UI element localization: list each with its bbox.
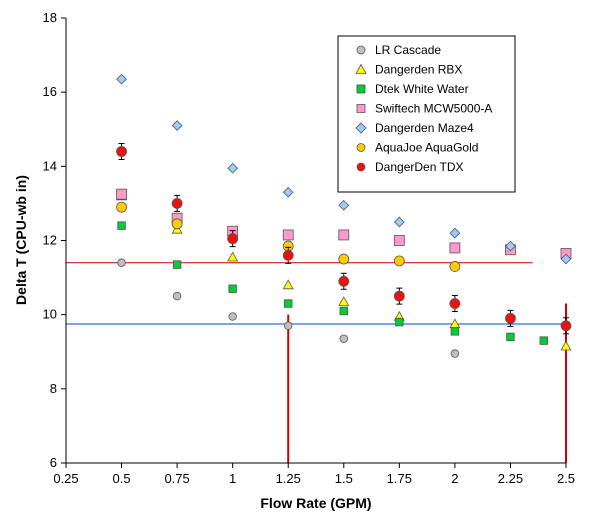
data-point bbox=[505, 240, 516, 252]
x-tick-label: 0.75 bbox=[164, 471, 189, 486]
legend-marker bbox=[356, 143, 366, 152]
legend-marker bbox=[355, 63, 367, 74]
tick-labels: 0.25 0.5 0.75 1 1.25 1.5 1.75 2 2.25 2.5 6 8 10 12 14 1… bbox=[43, 10, 576, 486]
legend-label: Dtek White Water bbox=[375, 82, 469, 96]
data-point bbox=[338, 199, 350, 211]
data-point bbox=[284, 321, 293, 330]
x-tick-label: 2.25 bbox=[498, 471, 523, 486]
data-points bbox=[116, 73, 572, 358]
data-point bbox=[449, 298, 461, 309]
data-point bbox=[172, 260, 182, 269]
data-point bbox=[338, 253, 350, 265]
data-point bbox=[393, 290, 405, 302]
data-point bbox=[282, 249, 294, 261]
data-point bbox=[228, 312, 237, 321]
data-point bbox=[505, 312, 516, 324]
data-point bbox=[116, 201, 127, 213]
data-point bbox=[393, 216, 405, 228]
y-tick-label: 18 bbox=[43, 10, 57, 25]
legend-label: AquaJoe AquaGold bbox=[375, 141, 478, 155]
data-point bbox=[284, 299, 293, 308]
data-point bbox=[172, 291, 182, 301]
data-point bbox=[393, 235, 405, 246]
legend-marker bbox=[356, 162, 366, 172]
data-point bbox=[539, 336, 548, 345]
x-tick-label: 0.5 bbox=[113, 471, 131, 486]
data-point bbox=[171, 198, 183, 209]
data-point bbox=[282, 186, 294, 198]
data-point bbox=[117, 221, 126, 230]
x-tick-label: 1 bbox=[229, 471, 236, 486]
legend-label: Swiftech MCW5000-A bbox=[375, 102, 492, 116]
x-tick-label: 1.75 bbox=[387, 471, 412, 486]
data-point bbox=[506, 332, 515, 342]
data-point bbox=[339, 306, 348, 316]
y-tick-label: 12 bbox=[43, 233, 57, 248]
data-point bbox=[227, 251, 239, 262]
x-tick-label: 0.25 bbox=[53, 471, 78, 486]
legend-box bbox=[337, 35, 516, 193]
legend-marker bbox=[355, 122, 367, 134]
data-point bbox=[449, 261, 461, 272]
x-tick-label: 1.25 bbox=[276, 471, 301, 486]
data-point bbox=[338, 296, 350, 306]
x-axis-title: Flow Rate (GPM) bbox=[260, 495, 371, 511]
legend-label: Dangerden Maze4 bbox=[375, 121, 474, 135]
data-point bbox=[393, 255, 405, 267]
data-point bbox=[338, 229, 350, 241]
y-tick-label: 10 bbox=[43, 307, 57, 322]
data-point bbox=[450, 349, 460, 358]
x-tick-label: 2 bbox=[451, 471, 458, 486]
data-point bbox=[449, 227, 461, 239]
axes bbox=[61, 17, 567, 468]
data-point bbox=[450, 327, 460, 336]
legend-label: LR Cascade bbox=[375, 43, 441, 57]
data-point bbox=[171, 218, 183, 230]
data-point bbox=[282, 229, 294, 241]
data-point bbox=[449, 242, 461, 254]
data-point bbox=[117, 258, 126, 267]
legend-marker bbox=[356, 104, 366, 113]
legend-label: DangerDen TDX bbox=[375, 160, 464, 174]
y-tick-label: 16 bbox=[43, 84, 57, 99]
data-point bbox=[282, 279, 294, 290]
data-point bbox=[228, 284, 237, 293]
x-tick-label: 1.5 bbox=[335, 471, 353, 486]
data-point bbox=[116, 73, 127, 85]
data-point bbox=[227, 162, 239, 174]
data-point bbox=[339, 334, 348, 343]
annotation-lines bbox=[66, 262, 567, 463]
data-point bbox=[560, 253, 572, 265]
y-axis-title: Delta T (CPU-wb in) bbox=[13, 175, 29, 305]
data-point bbox=[395, 317, 404, 327]
data-point bbox=[560, 340, 572, 351]
x-tick-label: 2.5 bbox=[557, 471, 575, 486]
data-point bbox=[171, 120, 183, 131]
legend-marker bbox=[356, 45, 366, 55]
y-tick-label: 6 bbox=[50, 455, 57, 470]
data-point bbox=[338, 275, 350, 287]
legend: LR Cascade Dangerden RBX Dtek White Water S… bbox=[337, 35, 516, 193]
data-point bbox=[116, 188, 127, 200]
y-tick-label: 8 bbox=[50, 381, 57, 396]
y-tick-label: 14 bbox=[43, 158, 57, 173]
data-point bbox=[116, 146, 127, 157]
legend-marker bbox=[356, 84, 366, 94]
data-point bbox=[560, 320, 572, 332]
data-point bbox=[227, 233, 239, 245]
legend-label: Dangerden RBX bbox=[375, 63, 462, 77]
